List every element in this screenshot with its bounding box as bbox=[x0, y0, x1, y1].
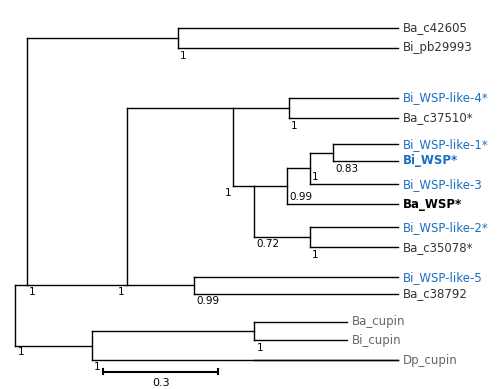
Text: 0.99: 0.99 bbox=[289, 193, 312, 202]
Text: 1: 1 bbox=[256, 343, 263, 353]
Text: Bi_WSP*: Bi_WSP* bbox=[402, 154, 458, 167]
Text: 1: 1 bbox=[312, 250, 318, 260]
Text: 1: 1 bbox=[180, 51, 186, 61]
Text: 1: 1 bbox=[94, 362, 101, 372]
Text: Bi_WSP-like-5: Bi_WSP-like-5 bbox=[402, 271, 482, 284]
Text: 1: 1 bbox=[292, 121, 298, 131]
Text: 1: 1 bbox=[224, 188, 231, 198]
Text: Bi_pb29993: Bi_pb29993 bbox=[402, 41, 472, 54]
Text: Ba_c37510*: Ba_c37510* bbox=[402, 111, 473, 124]
Text: 1: 1 bbox=[18, 347, 24, 357]
Text: 0.99: 0.99 bbox=[196, 296, 220, 307]
Text: Dp_cupin: Dp_cupin bbox=[402, 354, 458, 367]
Text: Ba_c35078*: Ba_c35078* bbox=[402, 241, 473, 254]
Text: Bi_WSP-like-3: Bi_WSP-like-3 bbox=[402, 178, 482, 191]
Text: Ba_c38792: Ba_c38792 bbox=[402, 287, 468, 300]
Text: 1: 1 bbox=[118, 287, 124, 297]
Text: Ba_c42605: Ba_c42605 bbox=[402, 21, 468, 35]
Text: Bi_WSP-like-2*: Bi_WSP-like-2* bbox=[402, 221, 488, 234]
Text: Ba_WSP*: Ba_WSP* bbox=[402, 198, 462, 210]
Text: 0.72: 0.72 bbox=[256, 239, 280, 249]
Text: Ba_cupin: Ba_cupin bbox=[352, 315, 405, 328]
Text: Bi_WSP-like-1*: Bi_WSP-like-1* bbox=[402, 138, 488, 151]
Text: 1: 1 bbox=[29, 287, 36, 297]
Text: 1: 1 bbox=[312, 172, 318, 182]
Text: 0.83: 0.83 bbox=[336, 163, 358, 173]
Text: Bi_WSP-like-4*: Bi_WSP-like-4* bbox=[402, 91, 488, 104]
Text: 0.3: 0.3 bbox=[152, 378, 170, 388]
Text: Bi_cupin: Bi_cupin bbox=[352, 334, 401, 347]
